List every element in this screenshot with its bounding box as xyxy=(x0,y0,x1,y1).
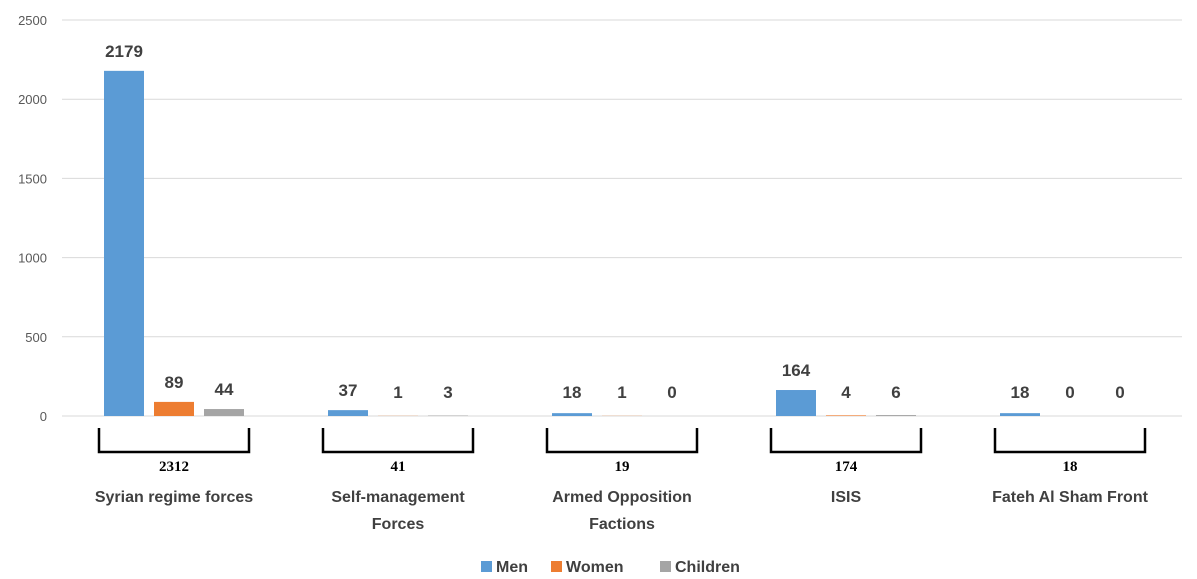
bar-men xyxy=(104,70,144,416)
data-label: 1 xyxy=(393,383,402,402)
bars xyxy=(104,70,1040,416)
data-label: 3 xyxy=(443,383,452,402)
category-label: Fateh Al Sham Front xyxy=(992,489,1149,506)
category-bracket xyxy=(545,428,699,454)
category-bracket xyxy=(321,428,475,454)
y-tick-label: 2000 xyxy=(18,92,47,107)
legend-swatch-women xyxy=(551,561,562,572)
bar-women xyxy=(154,401,194,416)
category-label: Forces xyxy=(372,516,425,533)
data-label: 0 xyxy=(1115,383,1124,402)
category-bracket xyxy=(769,428,923,454)
legend-swatch-children xyxy=(660,561,671,572)
y-tick-label: 0 xyxy=(40,409,47,424)
data-label: 18 xyxy=(1011,383,1030,402)
category-label: Armed Opposition xyxy=(552,489,692,506)
data-label: 37 xyxy=(339,381,358,400)
data-label: 2179 xyxy=(105,42,143,61)
data-label: 89 xyxy=(165,373,184,392)
category-label: Syrian regime forces xyxy=(95,489,253,506)
category-total: 174 xyxy=(835,459,858,475)
legend-swatch-men xyxy=(481,561,492,572)
y-tick-label: 1000 xyxy=(18,251,47,266)
category-label: Factions xyxy=(589,516,655,533)
y-tick-label: 2500 xyxy=(18,13,47,28)
category-label: ISIS xyxy=(831,489,862,506)
data-label: 4 xyxy=(841,383,851,402)
bar-men xyxy=(776,390,816,416)
data-label: 0 xyxy=(667,383,676,402)
data-labels: 2179 89 44 37 1 3 18 1 0 164 4 6 18 0 0 xyxy=(105,42,1125,402)
category-bracket xyxy=(97,428,251,454)
data-label: 6 xyxy=(891,383,900,402)
bar-men xyxy=(328,410,368,416)
y-tick-label: 500 xyxy=(25,330,47,345)
gridlines xyxy=(62,19,1182,417)
x-axis-labels: Syrian regime forces Self-management Force… xyxy=(95,489,1149,533)
bar-men xyxy=(552,413,592,416)
category-total: 2312 xyxy=(159,459,189,475)
data-label: 164 xyxy=(782,361,811,380)
bar-men xyxy=(1000,413,1040,416)
category-total: 41 xyxy=(391,459,406,475)
legend-label: Children xyxy=(675,559,740,576)
category-total: 19 xyxy=(615,459,630,475)
category-brackets: 2312 41 19 174 18 xyxy=(97,428,1147,475)
data-label: 44 xyxy=(215,380,234,399)
legend-label: Men xyxy=(496,559,528,576)
category-label: Self-management xyxy=(331,489,465,506)
data-label: 18 xyxy=(563,383,582,402)
category-total: 18 xyxy=(1063,459,1078,475)
bar-women xyxy=(826,415,866,416)
bar-children xyxy=(204,409,244,416)
data-label: 1 xyxy=(617,383,626,402)
category-bracket xyxy=(993,428,1147,454)
y-tick-label: 1500 xyxy=(18,171,47,186)
legend: Men Women Children xyxy=(481,559,740,576)
y-axis: 0 500 1000 1500 2000 2500 xyxy=(18,13,47,424)
data-label: 0 xyxy=(1065,383,1074,402)
legend-label: Women xyxy=(566,559,623,576)
bar-children xyxy=(876,415,916,416)
